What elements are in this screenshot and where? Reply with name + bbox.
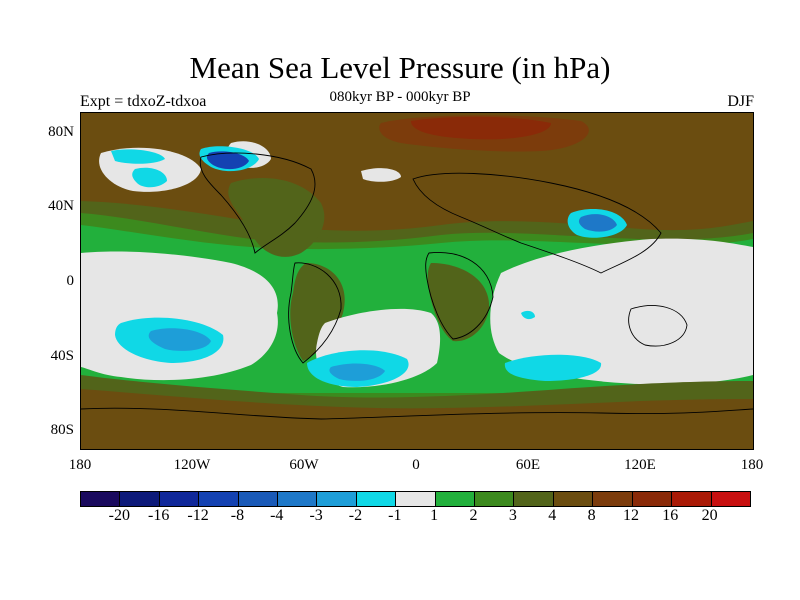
colorbar-label: -16 [148, 507, 170, 524]
colorbar-swatch [711, 492, 750, 506]
experiment-label: Expt = tdxoZ-tdxoa [80, 93, 207, 110]
colorbar-swatch [81, 492, 121, 506]
lon-tick-120w: 120W [173, 457, 211, 473]
colorbar-swatch [672, 492, 712, 506]
lon-tick-0: 0 [412, 457, 420, 473]
colorbar-swatch [435, 492, 476, 506]
low-hudson-core [206, 151, 249, 170]
colorbar-swatch [632, 492, 673, 506]
low-north-pacific [132, 167, 167, 188]
lon-tick-180e: 180 [740, 457, 764, 473]
colorbar-swatch [475, 492, 515, 506]
lon-tick-120e: 120E [624, 457, 656, 473]
low-south-indian [504, 354, 602, 381]
colorbar-label: -1 [388, 507, 402, 524]
low-arctic-pacific [111, 149, 165, 164]
colorbar-label: -20 [108, 507, 130, 524]
colorbar-label: 2 [469, 507, 478, 524]
colorbar [80, 491, 751, 507]
lon-tick-60w: 60W [289, 457, 319, 473]
colorbar-swatch [120, 492, 160, 506]
colorbar-swatch [317, 492, 357, 506]
colorbar-label: 20 [701, 507, 718, 524]
colorbar-label: 16 [662, 507, 679, 524]
colorbar-swatch [238, 492, 279, 506]
colorbar-label: 12 [622, 507, 639, 524]
colorbar-label: -8 [230, 507, 245, 524]
lat-tick-80s: 80S [50, 422, 74, 438]
colorbar-label: -3 [309, 507, 323, 524]
map-panel [80, 112, 754, 450]
anomaly-field-grey-indian [490, 238, 753, 385]
anomaly-field-antarctic [81, 389, 753, 449]
low-south-atlantic-core [329, 363, 385, 381]
lat-tick-80n: 80N [48, 124, 74, 140]
land-anomaly-north-america [228, 177, 325, 257]
colorbar-swatch [514, 492, 554, 506]
colorbar-label: -12 [187, 507, 209, 524]
coastlines [81, 152, 753, 420]
colorbar-swatch [553, 492, 594, 506]
lat-tick-40n: 40N [48, 198, 74, 214]
lon-tick-60e: 60E [515, 457, 541, 473]
colorbar-swatch [159, 492, 200, 506]
colorbar-label: 1 [430, 507, 439, 524]
colorbar-swatch [593, 492, 633, 506]
lat-tick-40s: 40S [50, 348, 74, 364]
colorbar-swatch [356, 492, 397, 506]
low-mozambique [521, 310, 535, 320]
lat-tick-0: 0 [66, 273, 75, 289]
pressure-anomaly-map [81, 113, 753, 449]
lon-tick-180w: 180 [68, 457, 92, 473]
season-label: DJF [727, 93, 754, 110]
colorbar-label: 4 [548, 507, 557, 524]
colorbar-swatch [278, 492, 318, 506]
anomaly-field-red [411, 116, 551, 140]
colorbar-swatch [199, 492, 239, 506]
colorbar-label: -4 [270, 507, 284, 524]
colorbar-label: 8 [587, 507, 596, 524]
low-tibet-core [578, 214, 617, 232]
map-title: Mean Sea Level Pressure (in hPa) [189, 50, 611, 85]
colorbar-label: -2 [348, 507, 363, 524]
map-subtitle: 080kyr BP - 000kyr BP [329, 89, 471, 105]
low-south-pacific-core [148, 328, 211, 351]
colorbar-label: 3 [508, 507, 517, 524]
colorbar-swatch [396, 492, 436, 506]
anomaly-field-grey-northatlantic [361, 168, 401, 182]
land-anomaly-africa [427, 263, 490, 342]
